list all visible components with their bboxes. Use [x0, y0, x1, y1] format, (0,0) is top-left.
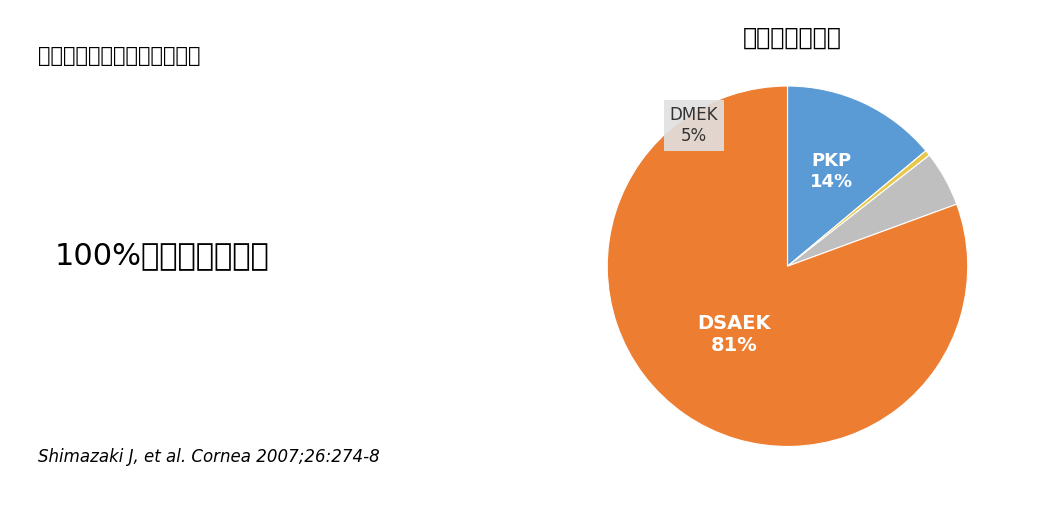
Text: 100%　全層角膜移植: 100% 全層角膜移植 [55, 242, 270, 270]
Text: 今回の全国調査: 今回の全国調査 [743, 26, 842, 50]
Wedge shape [607, 86, 968, 446]
Text: Shimazaki J, et al. Cornea 2007;26:274-8: Shimazaki J, et al. Cornea 2007;26:274-8 [38, 448, 380, 466]
Text: DSAEK
81%: DSAEK 81% [697, 313, 771, 355]
Text: DMEK
5%: DMEK 5% [670, 106, 718, 145]
Wedge shape [788, 86, 926, 266]
Text: 前回の水疱性角膜症全国調査: 前回の水疱性角膜症全国調査 [38, 46, 201, 66]
Wedge shape [788, 151, 929, 266]
Text: PKP
14%: PKP 14% [811, 152, 854, 191]
Wedge shape [788, 155, 957, 266]
